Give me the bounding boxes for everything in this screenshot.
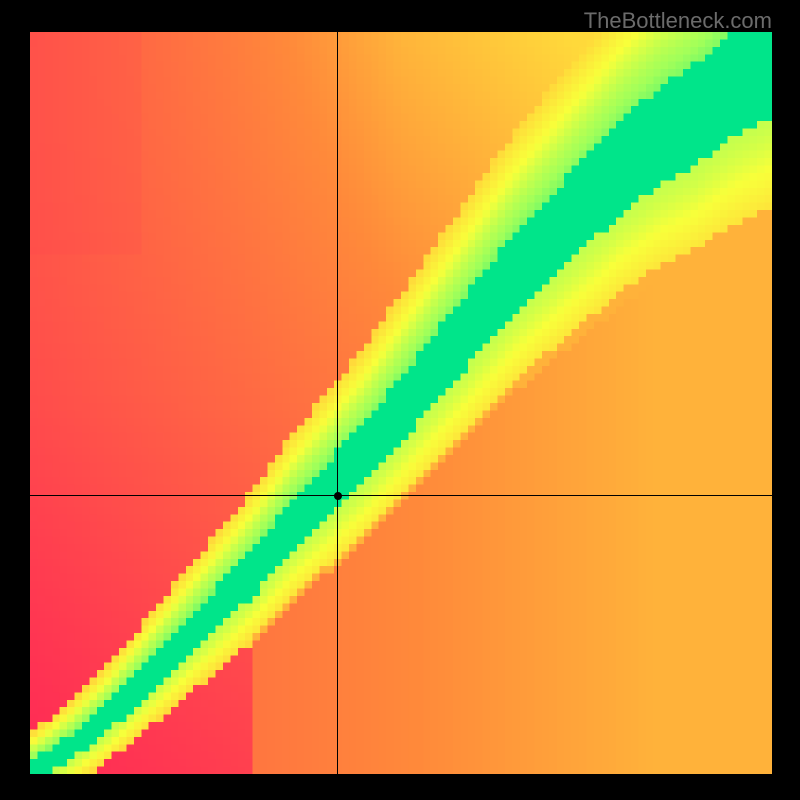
marker-dot bbox=[334, 492, 342, 500]
crosshair-vertical bbox=[337, 32, 338, 774]
watermark-text: TheBottleneck.com bbox=[584, 8, 772, 34]
heatmap-canvas bbox=[30, 32, 772, 774]
chart-container: TheBottleneck.com bbox=[0, 0, 800, 800]
plot-area bbox=[30, 32, 772, 774]
crosshair-horizontal bbox=[30, 495, 772, 496]
